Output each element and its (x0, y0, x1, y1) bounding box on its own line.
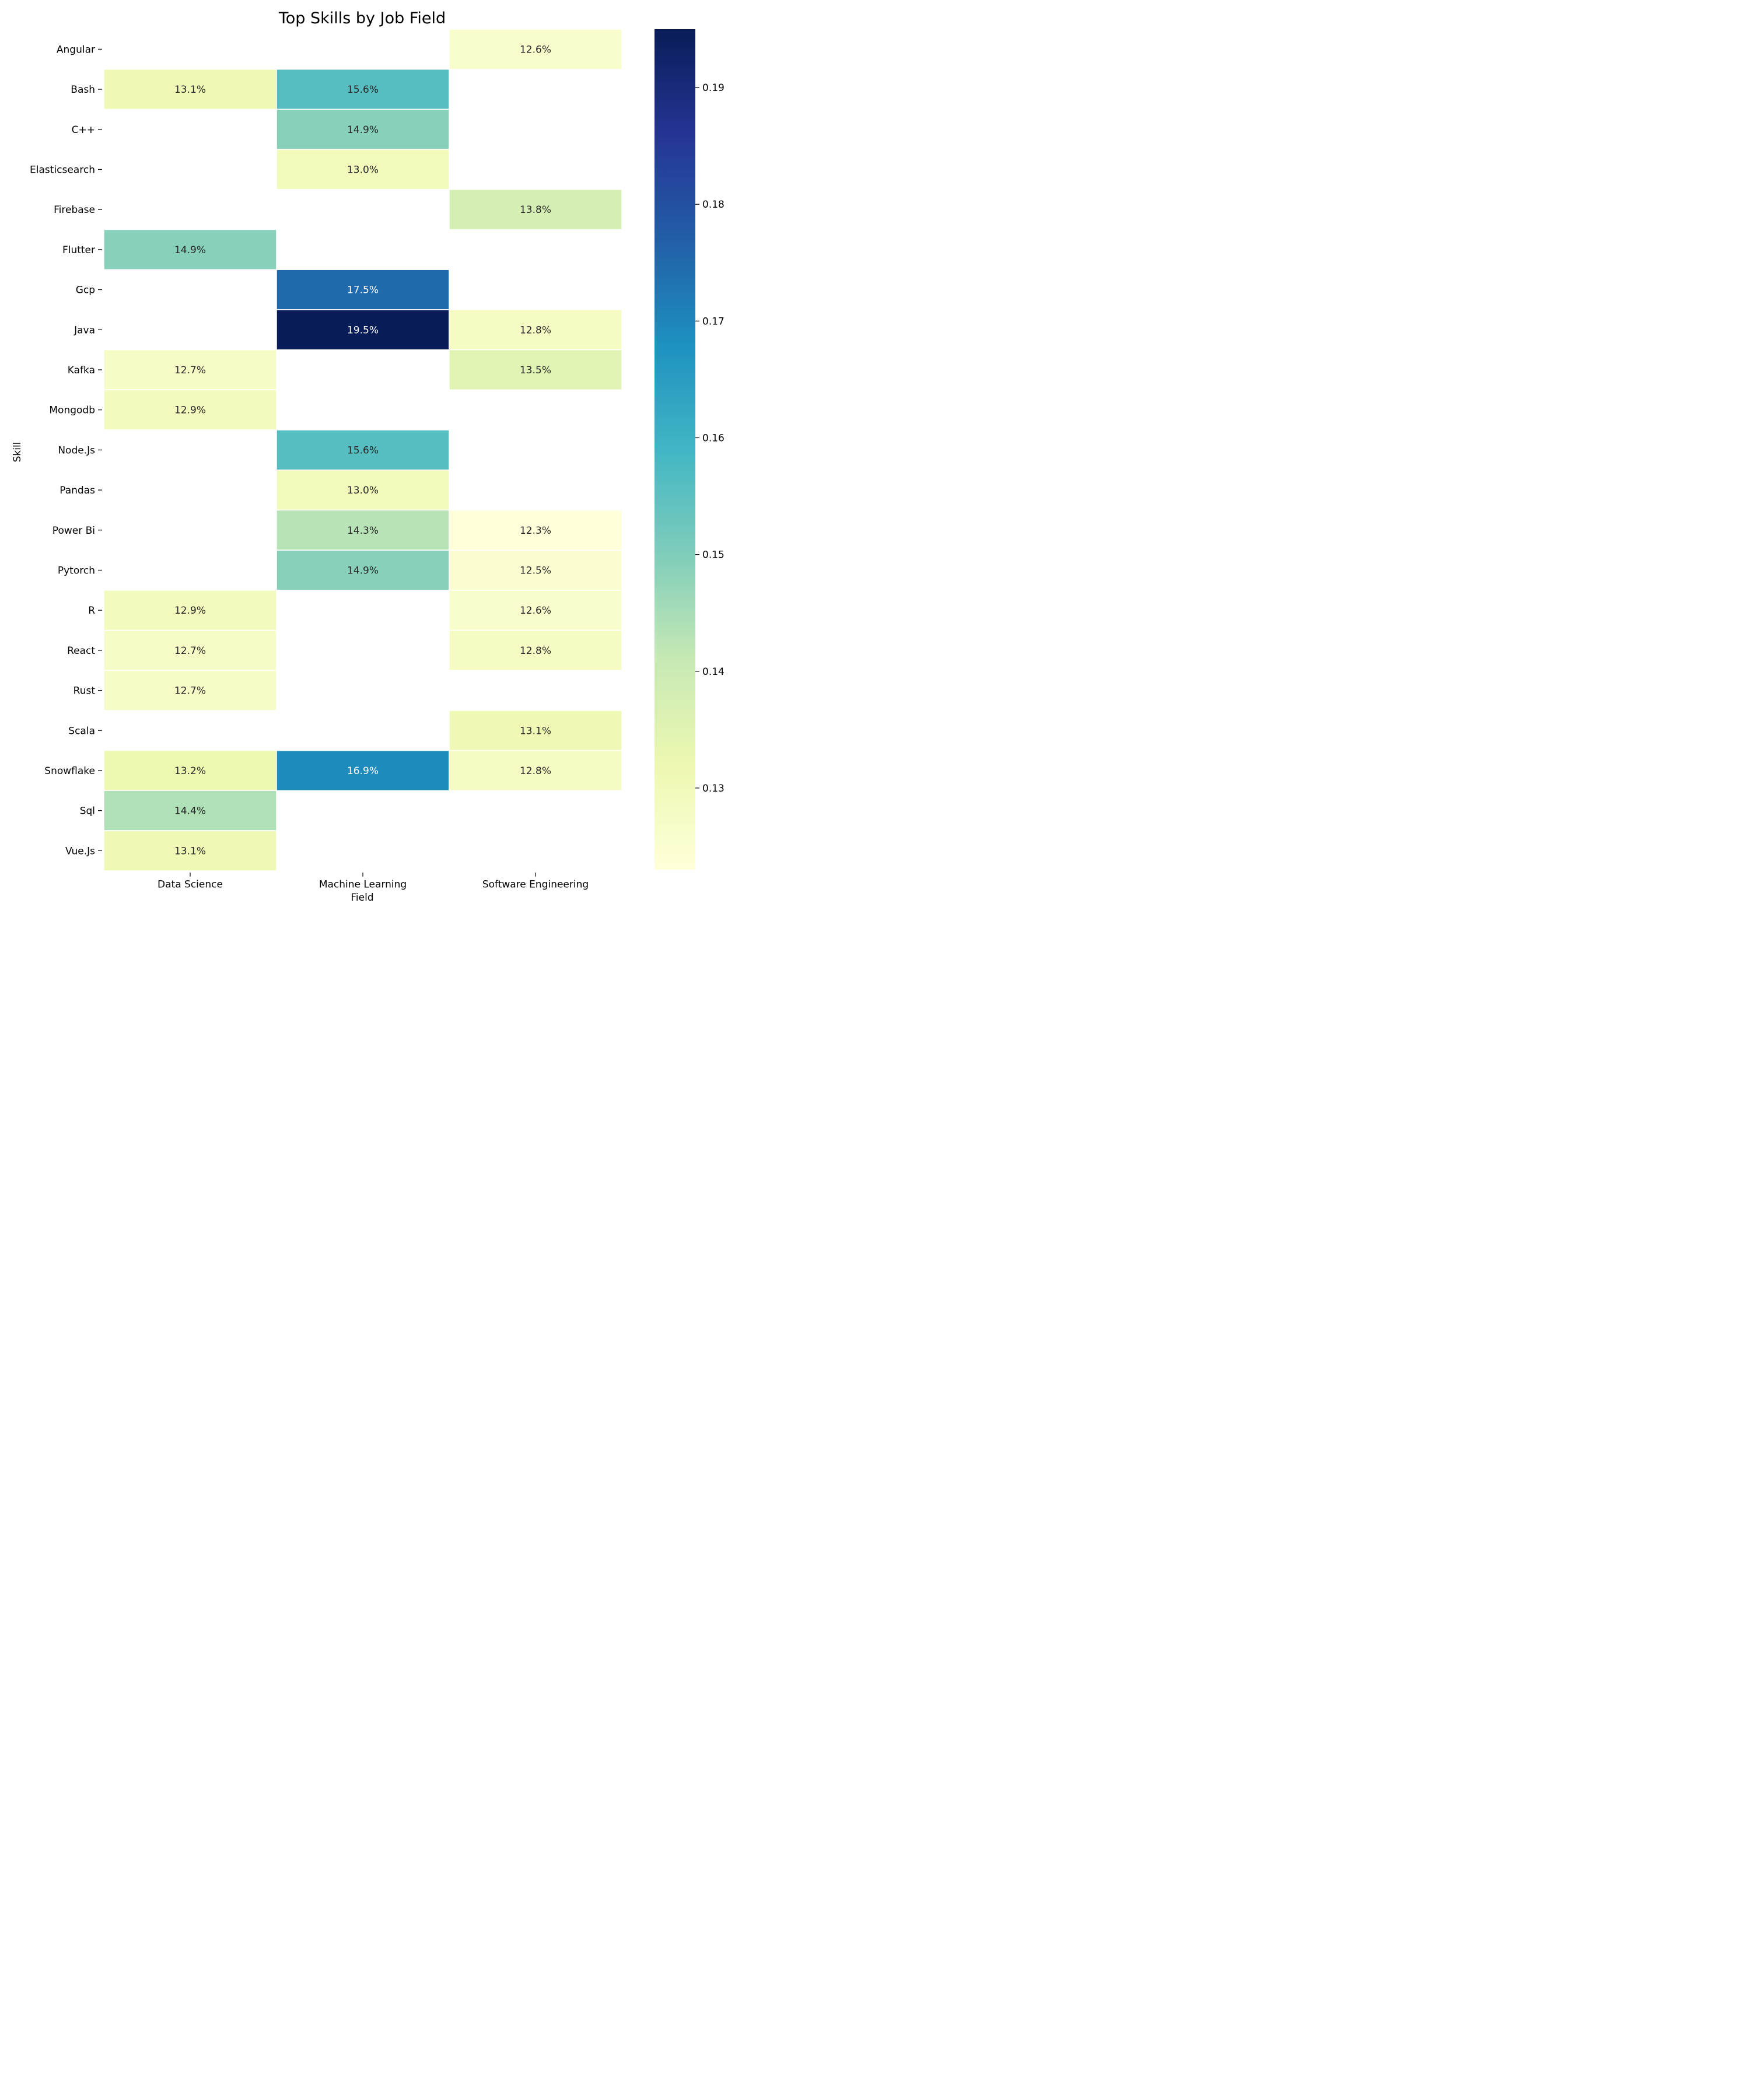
cell-label-snowflake-software-engineering: 12.8% (520, 765, 551, 777)
heatmap-cells: 12.6% 13.1% 15.6% 14.9% 13.0% 13.8% 14.9% 17.5%… (103, 29, 622, 872)
cell-label-angular-software-engineering: 12.6% (520, 44, 551, 55)
cell-label-power-bi-machine-learning: 14.3% (347, 525, 379, 537)
cell-label-bash-machine-learning: 15.6% (347, 84, 379, 96)
cell-label-rust-data-science: 12.7% (174, 685, 206, 697)
cell-label-snowflake-data-science: 13.2% (174, 765, 206, 777)
cell-label-scala-software-engineering: 13.1% (520, 725, 551, 737)
cell-gcp-machine-learning (276, 269, 450, 310)
cell-label-firebase-software-engineering: 13.8% (520, 204, 551, 216)
cell-scala-software-engineering (449, 710, 622, 751)
cell-label-r-data-science: 12.9% (174, 605, 206, 617)
x-tick-label-data-science: Data Science (158, 879, 223, 891)
cell-label-c-machine-learning: 14.9% (347, 124, 379, 136)
cell-pytorch-software-engineering (449, 550, 622, 591)
colorbar-gradient (654, 29, 695, 870)
cell-label-bash-data-science: 13.1% (174, 84, 206, 96)
cell-vue-js-data-science (103, 830, 277, 872)
colorbar-tick-label: 0.18 (702, 199, 724, 211)
y-tick-label-node-js: Node.Js (58, 444, 95, 456)
x-axis-label: Field (351, 892, 373, 904)
y-tick-label-gcp: Gcp (76, 285, 95, 296)
cell-flutter-data-science (103, 229, 277, 270)
cell-r-data-science (103, 590, 277, 631)
y-tick-label-power-bi: Power Bi (52, 525, 95, 537)
cell-label-mongodb-data-science: 12.9% (174, 405, 206, 416)
y-tick-label-pytorch: Pytorch (58, 565, 95, 576)
colorbar-tick-label: 0.14 (702, 666, 724, 678)
heatmap-chart: Top Skills by Job Field 12.6%13.1% 15.6%1… (12, 9, 724, 904)
cell-mongodb-data-science (103, 389, 277, 430)
y-tick-label-scala: Scala (68, 725, 95, 737)
y-tick-label-firebase: Firebase (54, 204, 95, 216)
y-tick-label-snowflake: Snowflake (44, 765, 95, 777)
cell-bash-data-science (103, 68, 277, 110)
y-tick-label-react: React (67, 645, 95, 657)
cell-power-bi-software-engineering (449, 509, 622, 551)
colorbar-tick-label: 0.16 (702, 432, 724, 444)
cell-kafka-software-engineering (449, 349, 622, 391)
y-tick-label-kafka: Kafka (68, 365, 95, 376)
cell-label-r-software-engineering: 12.6% (520, 605, 551, 617)
y-tick-label-mongodb: Mongodb (49, 405, 95, 416)
cell-bash-machine-learning (276, 68, 450, 110)
cell-c-machine-learning (276, 108, 450, 150)
x-tick-label-machine-learning: Machine Learning (319, 879, 407, 891)
y-tick-label-c: C++ (72, 124, 95, 136)
cell-label-java-machine-learning: 19.5% (347, 324, 379, 336)
y-tick-label-pandas: Pandas (60, 485, 95, 496)
cell-java-software-engineering (449, 309, 622, 351)
cell-label-react-data-science: 12.7% (174, 645, 206, 657)
cell-label-pytorch-machine-learning: 14.9% (347, 565, 379, 576)
cell-power-bi-machine-learning (276, 509, 450, 551)
cell-label-sql-data-science: 14.4% (174, 806, 206, 817)
colorbar: 0.13 0.14 0.15 0.16 0.17 0.18 0.19 (654, 29, 724, 870)
colorbar-tick-label: 0.19 (702, 82, 724, 94)
y-tick-label-r: R (88, 605, 95, 617)
cell-label-pytorch-software-engineering: 12.5% (520, 565, 551, 576)
x-tick-label-software-engineering: Software Engineering (482, 879, 589, 891)
y-tick-label-bash: Bash (71, 84, 95, 96)
cell-label-gcp-machine-learning: 17.5% (347, 285, 379, 296)
colorbar-tick-label: 0.15 (702, 550, 724, 561)
y-tick-label-flutter: Flutter (62, 244, 95, 256)
cell-snowflake-machine-learning (276, 750, 450, 792)
colorbar-tick-label: 0.17 (702, 316, 724, 327)
cell-rust-data-science (103, 670, 277, 711)
cell-label-kafka-data-science: 12.7% (174, 365, 206, 376)
cell-r-software-engineering (449, 590, 622, 631)
cell-kafka-data-science (103, 349, 277, 391)
cell-angular-software-engineering (449, 29, 622, 70)
cell-pytorch-machine-learning (276, 550, 450, 591)
colorbar-tick-label: 0.13 (702, 783, 724, 794)
cell-label-react-software-engineering: 12.8% (520, 645, 551, 657)
cell-label-node-js-machine-learning: 15.6% (347, 444, 379, 456)
cell-sql-data-science (103, 790, 277, 831)
cell-elasticsearch-machine-learning (276, 149, 450, 190)
cell-java-machine-learning (276, 309, 450, 351)
cell-label-power-bi-software-engineering: 12.3% (520, 525, 551, 537)
cell-react-software-engineering (449, 629, 622, 671)
y-axis-label: Skill (12, 442, 23, 463)
y-tick-label-elasticsearch: Elasticsearch (30, 164, 95, 176)
chart-title: Top Skills by Job Field (278, 9, 446, 27)
y-tick-label-angular: Angular (57, 44, 95, 55)
cell-snowflake-software-engineering (449, 750, 622, 792)
y-axis: Angular Bash C++ Elasticsearch Firebase Flutt… (30, 44, 102, 857)
y-tick-label-sql: Sql (80, 806, 95, 817)
y-tick-label-vue-js: Vue.Js (65, 845, 95, 857)
cell-label-kafka-software-engineering: 13.5% (520, 365, 551, 376)
cell-label-snowflake-machine-learning: 16.9% (347, 765, 379, 777)
cell-label-elasticsearch-machine-learning: 13.0% (347, 164, 379, 176)
cell-label-pandas-machine-learning: 13.0% (347, 485, 379, 496)
cell-firebase-software-engineering (449, 189, 622, 230)
cell-label-vue-js-data-science: 13.1% (174, 845, 206, 857)
cell-react-data-science (103, 629, 277, 671)
cell-label-java-software-engineering: 12.8% (520, 324, 551, 336)
y-tick-label-java: Java (74, 324, 95, 336)
cell-node-js-machine-learning (276, 429, 450, 471)
cell-label-flutter-data-science: 14.9% (174, 244, 206, 256)
cell-pandas-machine-learning (276, 469, 450, 511)
y-tick-label-rust: Rust (74, 685, 96, 697)
x-axis: Data Science Machine Learning Software Eng… (158, 872, 589, 891)
